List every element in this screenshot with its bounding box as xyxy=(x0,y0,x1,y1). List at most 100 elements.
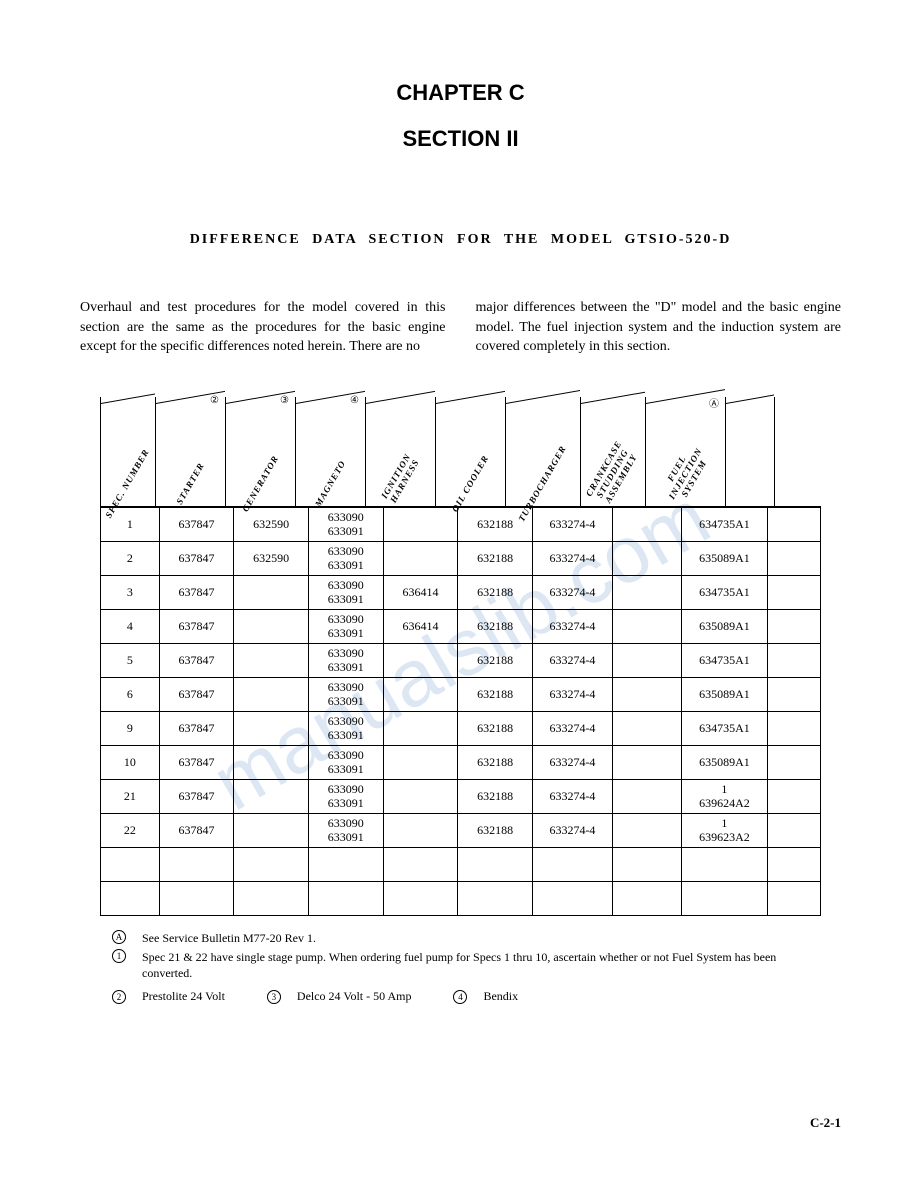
table-cell: 637847 xyxy=(159,813,234,847)
table-cell xyxy=(767,847,820,881)
table-cell: 633090633091 xyxy=(308,643,383,677)
table-cell xyxy=(234,575,309,609)
table-cell: 632188 xyxy=(458,643,533,677)
chapter-title: CHAPTER C xyxy=(80,80,841,106)
table-cell: 633274-4 xyxy=(532,541,612,575)
table-cell xyxy=(383,677,458,711)
table-row: 1637847632590633090633091632188633274-46… xyxy=(101,507,821,541)
spec-table: SPEC. NUMBER②STARTER③GENERATOR④MAGNETOIG… xyxy=(100,397,821,916)
table-cell: 637847 xyxy=(159,779,234,813)
table-cell xyxy=(234,609,309,643)
table-cell xyxy=(234,677,309,711)
table-cell xyxy=(612,745,681,779)
header-label: OIL COOLER xyxy=(450,454,491,514)
table-cell xyxy=(234,847,309,881)
para-right: major differences between the "D" model … xyxy=(476,298,842,357)
header-label: STARTER xyxy=(175,461,207,506)
table-cell: 634735A1 xyxy=(682,643,767,677)
table-cell xyxy=(767,609,820,643)
table-cell: 633090633091 xyxy=(308,711,383,745)
table-cell: 632188 xyxy=(458,779,533,813)
table-cell: 633090633091 xyxy=(308,575,383,609)
table-cell: 3 xyxy=(101,575,160,609)
table-cell xyxy=(383,779,458,813)
footnote-symbol-3: 3 xyxy=(265,990,283,1005)
table-cell xyxy=(101,847,160,881)
table-row: 10637847633090633091632188633274-4635089… xyxy=(101,745,821,779)
table-cell xyxy=(767,643,820,677)
table-cell xyxy=(532,847,612,881)
table-cell: 9 xyxy=(101,711,160,745)
table-cell xyxy=(532,881,612,915)
table-cell: 633090633091 xyxy=(308,677,383,711)
table-cell: 633274-4 xyxy=(532,575,612,609)
table-header-cell: OIL COOLER xyxy=(435,397,505,507)
table-cell: 633274-4 xyxy=(532,609,612,643)
header-label: GENERATOR xyxy=(240,454,280,514)
para-left: Overhaul and test procedures for the mod… xyxy=(80,298,446,357)
table-cell: 1639624A2 xyxy=(682,779,767,813)
header-label: MAGNETO xyxy=(313,459,347,509)
section-title: SECTION II xyxy=(80,126,841,152)
intro-paragraph: Overhaul and test procedures for the mod… xyxy=(80,298,841,357)
table-cell xyxy=(383,507,458,541)
table-cell: 637847 xyxy=(159,745,234,779)
table-cell: 633090633091 xyxy=(308,779,383,813)
table-cell xyxy=(458,881,533,915)
table-header-cell: ②STARTER xyxy=(155,397,225,507)
table-cell: 633090633091 xyxy=(308,609,383,643)
table-cell: 635089A1 xyxy=(682,745,767,779)
table-header-cell: ⒶFUELINJECTIONSYSTEM xyxy=(645,397,725,507)
table-row: 6637847633090633091632188633274-4635089A… xyxy=(101,677,821,711)
footnotes: A See Service Bulletin M77-20 Rev 1. 1 S… xyxy=(110,930,811,1006)
table-cell xyxy=(612,677,681,711)
table-cell: 21 xyxy=(101,779,160,813)
footnote-symbol-4: 4 xyxy=(451,990,469,1005)
table-cell: 6 xyxy=(101,677,160,711)
table-cell xyxy=(767,745,820,779)
table-cell xyxy=(682,881,767,915)
table-cell: 632188 xyxy=(458,813,533,847)
table-cell xyxy=(767,541,820,575)
table-cell xyxy=(612,779,681,813)
table-cell xyxy=(234,711,309,745)
table-cell: 633274-4 xyxy=(532,779,612,813)
footnote-3: 3 Delco 24 Volt - 50 Amp xyxy=(265,988,412,1005)
table-cell: 632188 xyxy=(458,745,533,779)
table-cell: 636414 xyxy=(383,609,458,643)
table-cell xyxy=(234,745,309,779)
table-header-cell: ③GENERATOR xyxy=(225,397,295,507)
table-row: 4637847633090633091636414632188633274-46… xyxy=(101,609,821,643)
table-cell xyxy=(612,609,681,643)
footnote-text-2: Prestolite 24 Volt xyxy=(142,988,225,1005)
table-cell xyxy=(612,575,681,609)
table-header-cell: IGNITIONHARNESS xyxy=(365,397,435,507)
table-cell: 633274-4 xyxy=(532,745,612,779)
table-row xyxy=(101,847,821,881)
table-cell: 633090633091 xyxy=(308,541,383,575)
table-cell: 1639623A2 xyxy=(682,813,767,847)
page-number: C-2-1 xyxy=(810,1115,841,1131)
table-row: 5637847633090633091632188633274-4634735A… xyxy=(101,643,821,677)
table-header-cell xyxy=(725,397,775,507)
table-cell: 635089A1 xyxy=(682,677,767,711)
table-row: 22637847633090633091632188633274-4163962… xyxy=(101,813,821,847)
table-cell: 4 xyxy=(101,609,160,643)
footnote-symbol-1: 1 xyxy=(110,949,128,983)
table-cell xyxy=(612,813,681,847)
table-cell xyxy=(612,711,681,745)
table-row xyxy=(101,881,821,915)
table-cell: 2 xyxy=(101,541,160,575)
table-row: 9637847633090633091632188633274-4634735A… xyxy=(101,711,821,745)
table-cell xyxy=(682,847,767,881)
table-cell: 22 xyxy=(101,813,160,847)
footnote-4: 4 Bendix xyxy=(451,988,518,1005)
footnote-2: 2 Prestolite 24 Volt xyxy=(110,988,225,1005)
table-cell: 637847 xyxy=(159,609,234,643)
table-cell xyxy=(612,541,681,575)
table-cell: 633274-4 xyxy=(532,677,612,711)
table-cell xyxy=(159,881,234,915)
header-note: ③ xyxy=(280,395,289,406)
table-cell: 634735A1 xyxy=(682,711,767,745)
table-cell xyxy=(767,813,820,847)
